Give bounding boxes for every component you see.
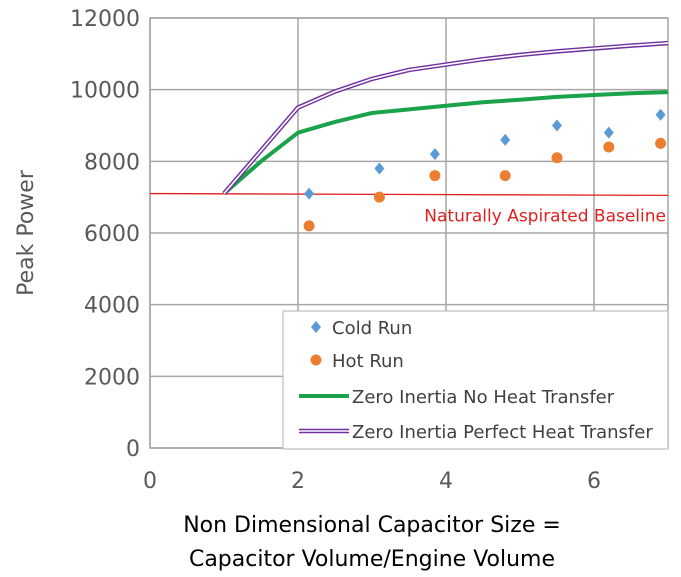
- y-tick-label: 6000: [84, 222, 140, 247]
- legend-label: Cold Run: [332, 318, 412, 339]
- y-tick-label: 10000: [70, 79, 140, 104]
- cold-run-point: [552, 119, 562, 132]
- y-tick-label: 0: [126, 437, 140, 462]
- series-line-perfect-heat-transfer-inner: [223, 42, 669, 195]
- hot-run-point: [429, 170, 441, 182]
- hot-run-point: [551, 152, 563, 164]
- x-tick-label: 4: [439, 469, 453, 494]
- legend: Cold Run Hot Run Zero Inertia No Heat Tran…: [282, 310, 669, 450]
- baseline-line: [149, 192, 669, 197]
- legend-label: Zero Inertia No Heat Transfer: [352, 387, 615, 408]
- series-lines: [222, 40, 669, 196]
- cold-run-point: [500, 133, 511, 146]
- legend-swatch-hot-run: [310, 354, 322, 366]
- x-axis-label-line-2: Capacitor Volume/Engine Volume: [189, 547, 555, 572]
- x-tick-label: 2: [291, 469, 305, 494]
- cold-run-point: [655, 108, 666, 121]
- y-axis-label: Peak Power: [14, 169, 39, 296]
- x-axis-label-line-1: Non Dimensional Capacitor Size =: [183, 513, 561, 538]
- tick-labels: 0 2000 4000 6000 8000 10000 12000 0 2 4 6: [70, 7, 601, 494]
- series-points: [303, 108, 667, 232]
- cold-run-point: [374, 162, 385, 175]
- hot-run-point: [373, 191, 385, 203]
- y-tick-label: 8000: [84, 150, 140, 175]
- hot-run-point: [655, 137, 667, 149]
- hot-run-point: [603, 141, 615, 153]
- series-line-no-heat-transfer: [222, 90, 669, 196]
- cold-run-point: [304, 187, 315, 200]
- y-tick-label: 4000: [84, 294, 140, 319]
- legend-label: Zero Inertia Perfect Heat Transfer: [352, 422, 653, 443]
- y-tick-label: 12000: [70, 7, 140, 32]
- y-tick-label: 2000: [84, 365, 140, 390]
- x-tick-label: 6: [587, 469, 601, 494]
- baseline-label: Naturally Aspirated Baseline: [424, 206, 666, 226]
- legend-label: Hot Run: [332, 351, 404, 372]
- hot-run-point: [303, 220, 315, 232]
- legend-box: [282, 310, 669, 450]
- x-tick-label: 0: [143, 469, 157, 494]
- baseline-layer: Naturally Aspirated Baseline: [149, 192, 669, 226]
- legend-swatch-cold-run: [311, 321, 321, 333]
- hot-run-point: [499, 170, 511, 182]
- cold-run-point: [603, 126, 614, 139]
- cold-run-point: [429, 148, 440, 161]
